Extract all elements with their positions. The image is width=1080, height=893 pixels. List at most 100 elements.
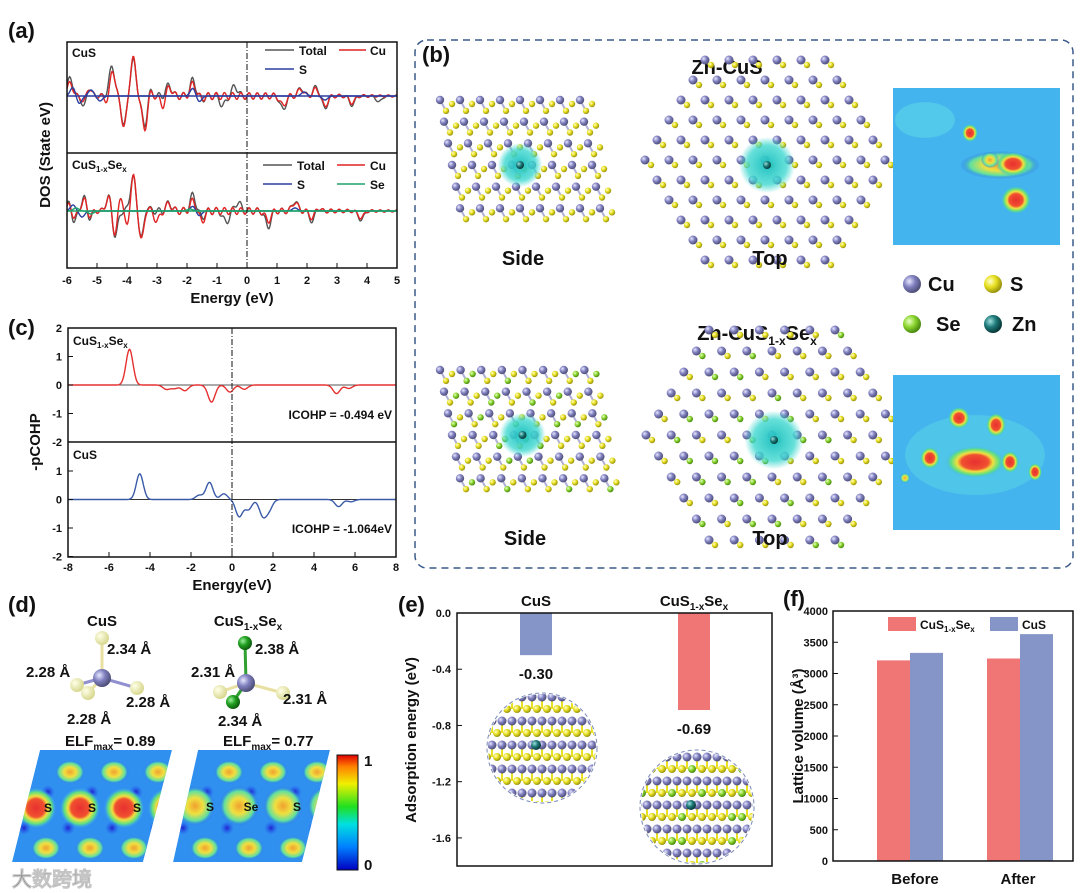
s-atom (503, 801, 511, 802)
s-atom (526, 457, 534, 464)
s-atom (471, 420, 478, 428)
s-atom (608, 209, 616, 216)
cu-atom (676, 175, 686, 185)
s-atom (850, 436, 857, 444)
s-atom (504, 187, 512, 194)
s-atom (547, 457, 554, 464)
s-atom (668, 789, 676, 797)
s-atom (875, 394, 882, 402)
s-atom (572, 122, 580, 129)
y-tick-label: 1 (56, 466, 62, 478)
cu-atom (567, 764, 577, 774)
cu-atom (478, 765, 487, 774)
cu-atom (491, 182, 501, 191)
cu-atom (641, 824, 642, 834)
s-atom (674, 478, 681, 486)
dos-subplot-label-cusse: CuS1-xSex (72, 158, 127, 174)
s-atom (719, 241, 727, 249)
dos-subplot-label-cus: CuS (72, 46, 96, 60)
s-atom (767, 241, 775, 249)
s-atom (686, 499, 693, 507)
s-atom (600, 165, 608, 173)
s-atom (648, 813, 656, 821)
s-atom (674, 394, 681, 402)
cu-atom (478, 693, 487, 702)
cu-atom (652, 800, 662, 810)
legend-cu: Cu (370, 159, 386, 173)
cu-atom (722, 800, 732, 810)
cu-atom (784, 75, 794, 85)
cu-atom (468, 430, 477, 440)
s-atom (523, 801, 531, 802)
s-atom (573, 777, 581, 785)
y-tick-label: -0.8 (432, 720, 451, 732)
cu-atom (567, 740, 577, 750)
cu-atom (820, 175, 830, 185)
cu-atom (563, 387, 572, 396)
elf-minimum (173, 785, 187, 799)
y-tick-label: -1.2 (432, 777, 451, 789)
cu-atom (575, 452, 584, 461)
cu-atom (729, 325, 739, 335)
s-atom (724, 352, 731, 360)
cu-atom (641, 848, 642, 858)
elf-lobe (75, 836, 105, 860)
cu-atom (497, 740, 507, 750)
cu-atom (691, 430, 701, 440)
cu-atom (672, 848, 682, 858)
panel-a-dos-chart: (a) -6 -5 -4 -3 -2 -1 0 1 2 3 4 5 Energy (eV) DOS (… (8, 18, 400, 307)
s-atom (503, 753, 511, 761)
cu-atom (672, 776, 682, 786)
s-atom (604, 187, 612, 194)
elf-lobe (60, 788, 100, 828)
s-atom (658, 861, 666, 863)
s-atom (707, 61, 715, 69)
cu-atom (780, 493, 790, 503)
s-atom (863, 457, 870, 465)
cu-atom (682, 824, 692, 834)
cu-atom (559, 117, 569, 126)
elf-minimum (61, 821, 75, 835)
cu-atom (817, 514, 827, 524)
s-atom (815, 161, 823, 169)
s-atom (490, 370, 497, 378)
s-atom (508, 209, 516, 216)
cu-atom (772, 95, 782, 105)
s-atom (755, 221, 763, 229)
cu-atom (722, 824, 732, 834)
cu-atom (542, 387, 552, 396)
s-atom (683, 221, 691, 229)
s-atom (707, 261, 715, 269)
cu-atom (702, 776, 712, 786)
cu-atom (487, 160, 497, 170)
s-atom (718, 765, 726, 773)
cu-atom (237, 674, 255, 692)
cu-atom (522, 387, 531, 396)
lattice-bar-before-1 (910, 652, 943, 861)
category-label-cusse: CuS1-xSex (660, 593, 729, 613)
dos-cus-curves (67, 55, 397, 133)
cu-atom (868, 472, 878, 482)
s-atom (758, 861, 766, 869)
s-atom (458, 194, 466, 201)
s-atom (851, 221, 859, 229)
cu-atom (868, 175, 878, 185)
cu-atom (538, 474, 547, 483)
s-atom (593, 705, 596, 713)
s-atom (774, 478, 782, 486)
s-atom (583, 753, 591, 761)
s-atom (593, 753, 596, 761)
cu-atom (467, 160, 477, 170)
s-atom (552, 122, 560, 129)
cu-atom (760, 115, 770, 125)
s-atom (603, 753, 611, 761)
cu-atom (547, 788, 557, 798)
s-atom (563, 729, 571, 737)
cu-atom (830, 535, 840, 545)
s-atom (583, 705, 591, 713)
cu-atom (672, 800, 682, 810)
s-atom (749, 394, 756, 402)
s-atom (803, 181, 811, 189)
s-atom (791, 81, 799, 89)
